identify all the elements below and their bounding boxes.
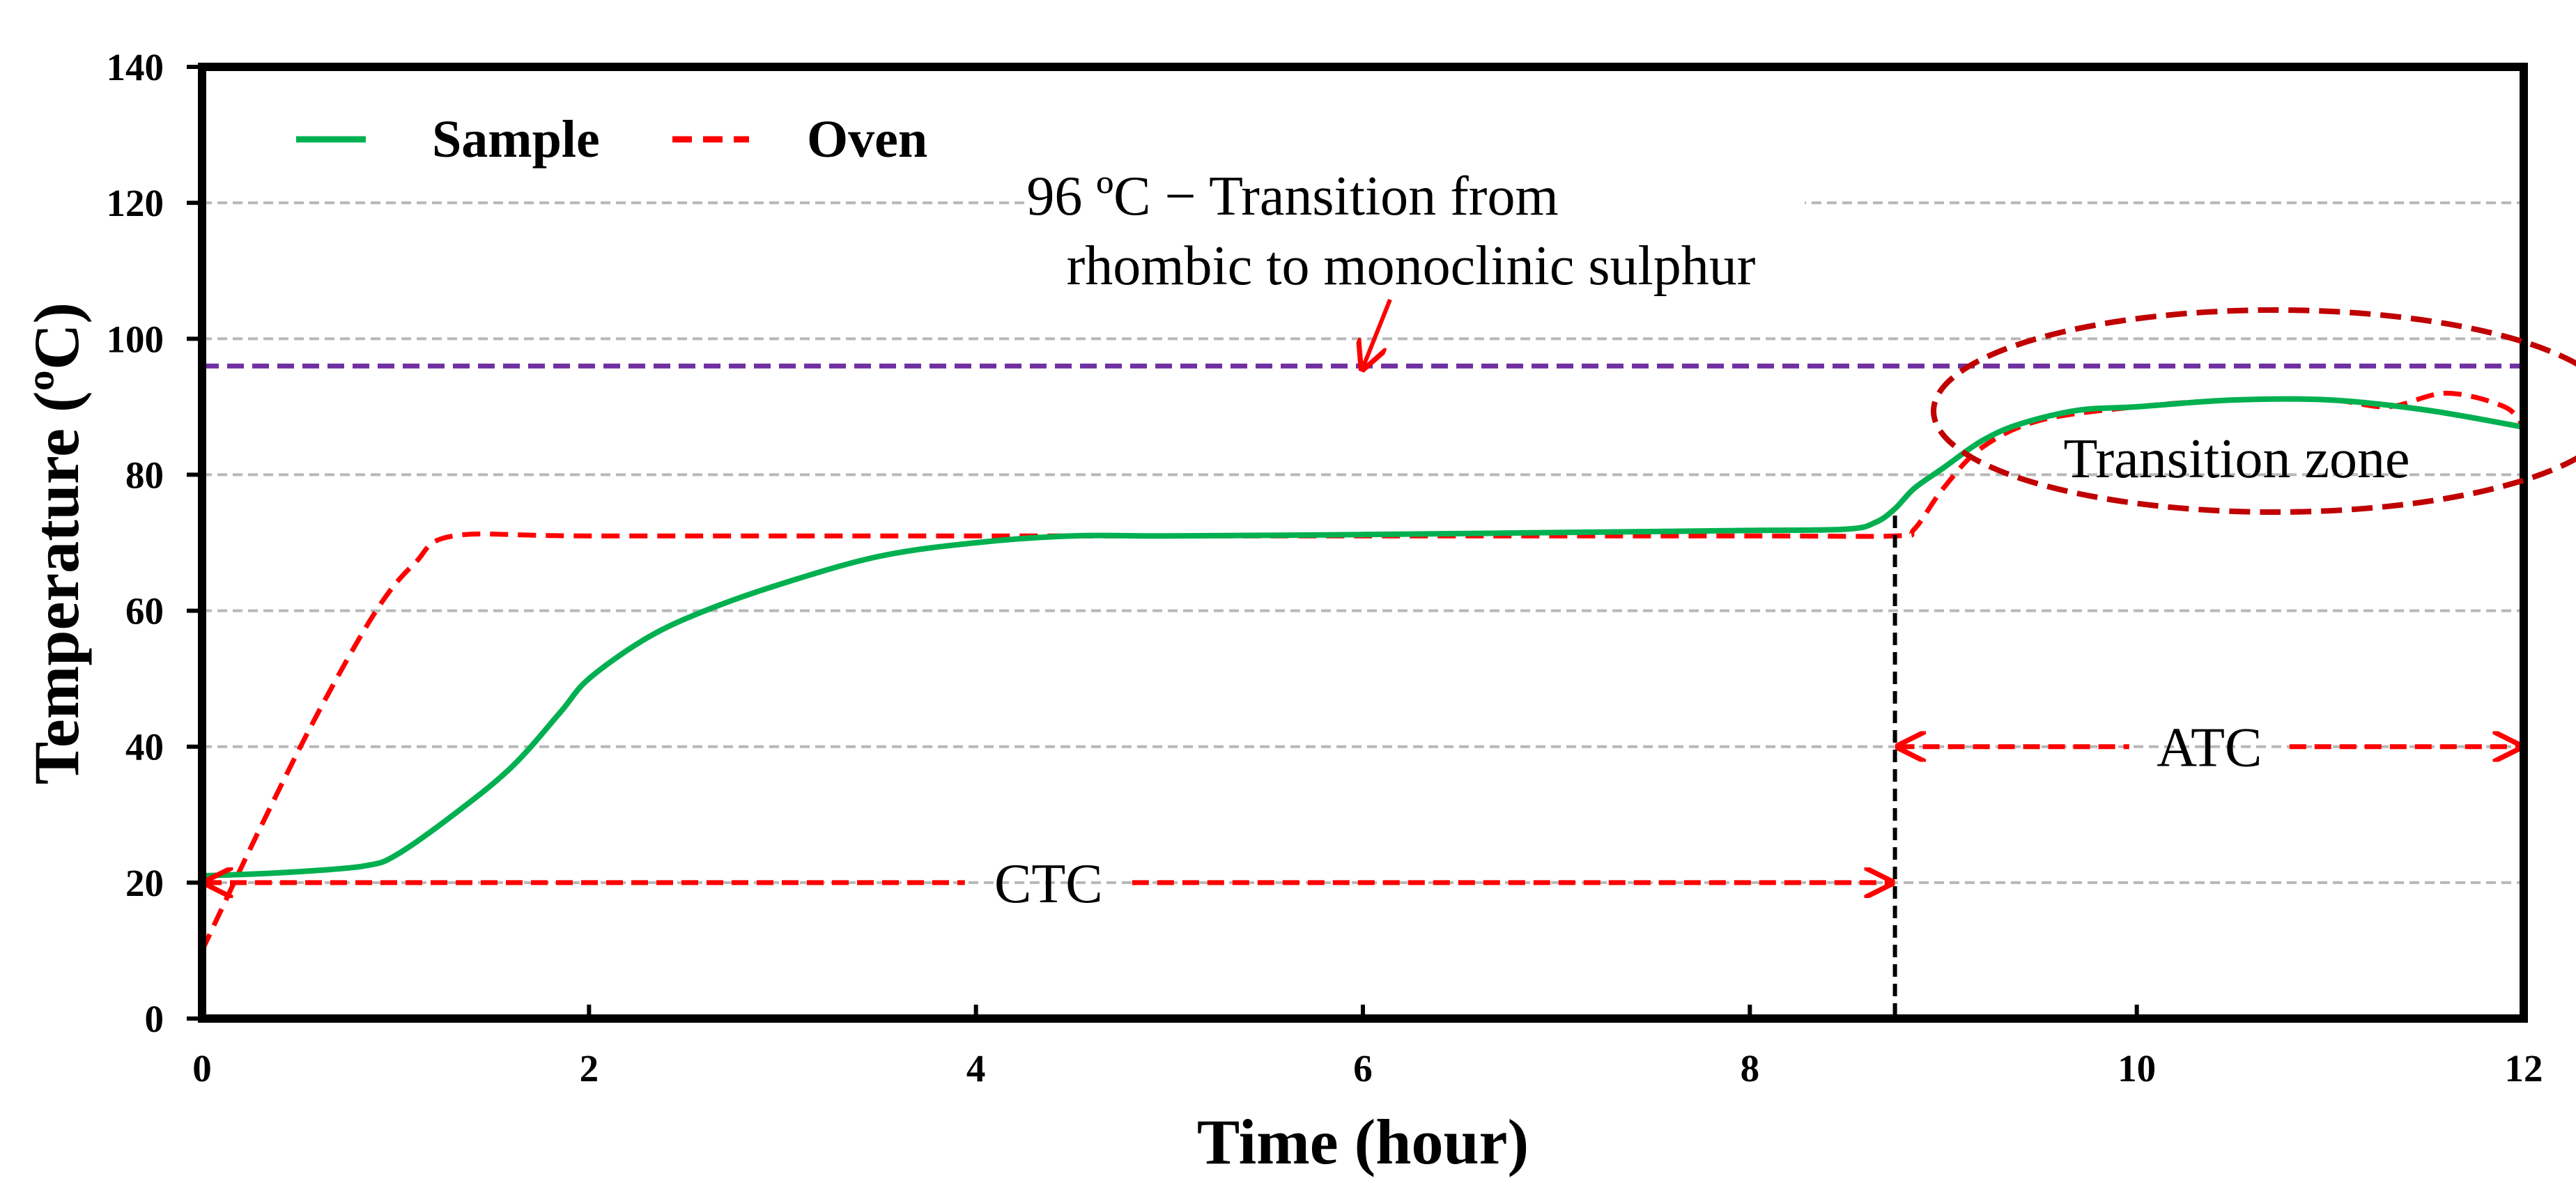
ctc-range-label: CTC bbox=[994, 853, 1103, 915]
y-axis-ticks: 0 20 40 60 80 100 120 140 bbox=[107, 46, 202, 1040]
x-tick-label: 4 bbox=[966, 1047, 986, 1090]
legend-sample-label: Sample bbox=[432, 110, 600, 169]
transition-zone-ellipse bbox=[1931, 307, 2576, 515]
x-tick-label: 2 bbox=[580, 1047, 599, 1090]
y-tick-label: 0 bbox=[145, 998, 164, 1040]
x-tick-label: 0 bbox=[192, 1047, 212, 1090]
legend: Sample Oven bbox=[296, 110, 927, 169]
y-tick-label: 60 bbox=[125, 590, 164, 633]
x-tick-label: 10 bbox=[2118, 1047, 2156, 1090]
plot-frame bbox=[198, 63, 2528, 1023]
transition-label-line2: rhombic to monoclinic sulphur bbox=[1067, 235, 1756, 297]
y-tick-label: 20 bbox=[125, 862, 164, 904]
y-tick-label: 140 bbox=[107, 46, 164, 88]
x-tick-label: 8 bbox=[1741, 1047, 1760, 1090]
gridlines bbox=[202, 201, 2524, 884]
x-tick-label: 12 bbox=[2505, 1047, 2543, 1090]
y-axis-title: Temperature (ºC) bbox=[21, 302, 92, 784]
transition-label-line1: 96 ºC − Transition from bbox=[1026, 166, 1558, 227]
y-tick-label: 100 bbox=[107, 318, 164, 360]
transition-zone-label: Transition zone bbox=[2063, 428, 2409, 490]
transition-label-background bbox=[1024, 160, 1805, 300]
y-tick-label: 80 bbox=[125, 454, 164, 496]
legend-oven-label: Oven bbox=[807, 110, 927, 169]
y-tick-label: 120 bbox=[107, 182, 164, 224]
atc-range-label: ATC bbox=[2157, 718, 2262, 779]
x-tick-label: 6 bbox=[1353, 1047, 1373, 1090]
y-tick-label: 40 bbox=[125, 726, 164, 768]
x-axis-title: Time (hour) bbox=[1197, 1106, 1529, 1177]
annotations-layer: CTC ATC bbox=[205, 515, 2521, 1019]
series-sample-line bbox=[201, 396, 2524, 879]
transition-pointer-arrow bbox=[1362, 298, 1392, 369]
